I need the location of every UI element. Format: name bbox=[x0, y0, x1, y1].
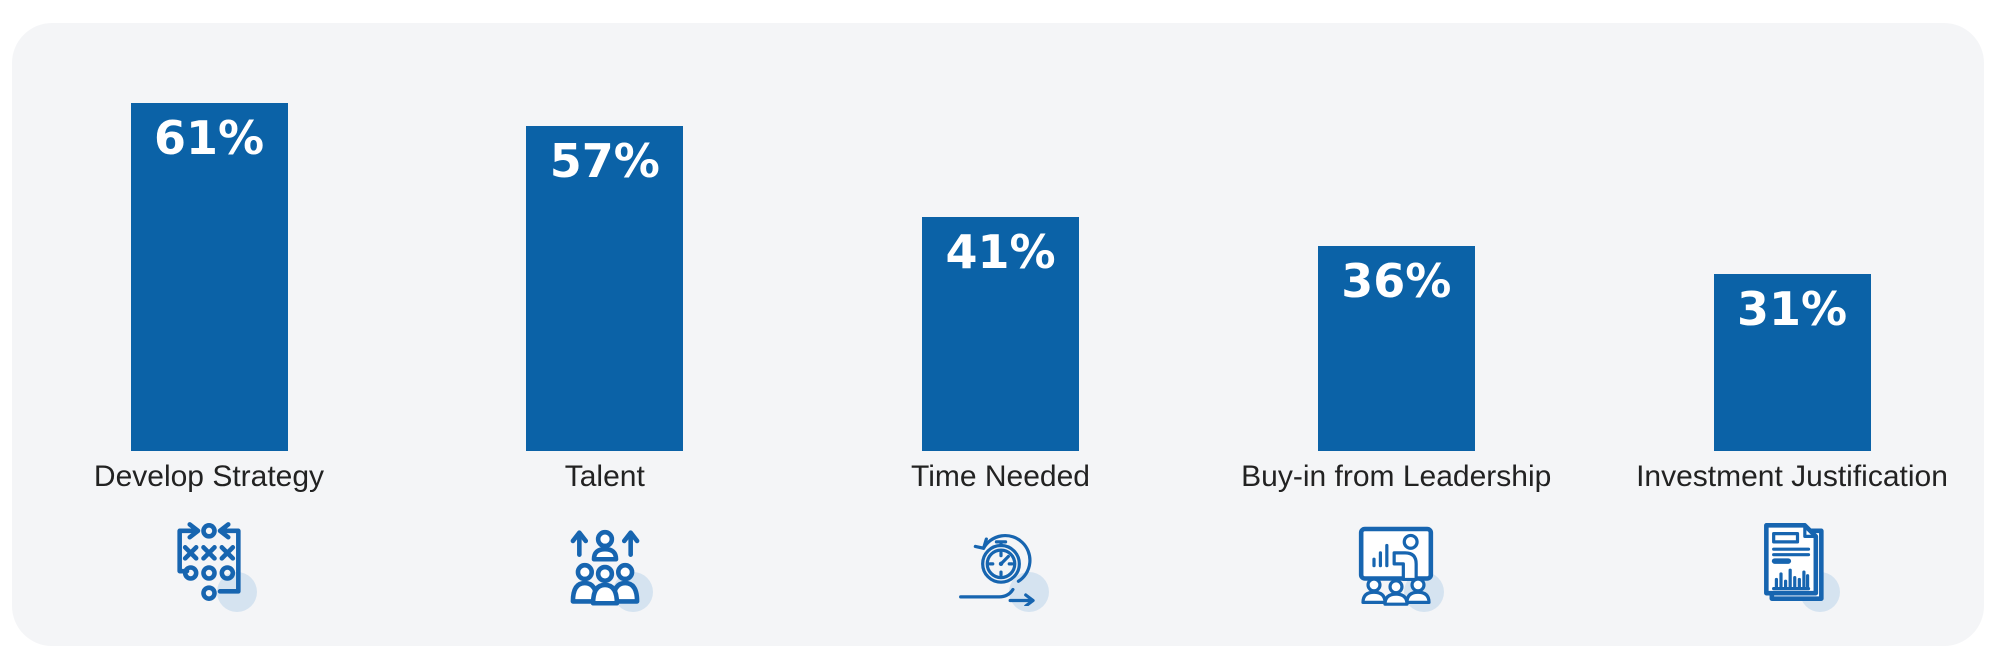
bar-value-label: 31% bbox=[1736, 282, 1848, 336]
bar-area: 61% bbox=[39, 23, 379, 451]
talent-icon bbox=[545, 514, 665, 612]
report-icon bbox=[1732, 514, 1852, 612]
bar-talent: 57% bbox=[526, 126, 684, 451]
bar-column-buy-in-from-leadership: 36% Buy-in from Leadership bbox=[1226, 23, 1566, 612]
bar-develop-strategy: 61% bbox=[130, 103, 288, 451]
strategy-icon bbox=[149, 514, 269, 612]
category-label: Buy-in from Leadership bbox=[1241, 460, 1552, 493]
bar-area: 36% bbox=[1226, 23, 1566, 451]
category-label: Talent bbox=[564, 460, 645, 493]
bar-value-label: 36% bbox=[1341, 254, 1452, 308]
bar-column-talent: 57% Talent bbox=[435, 23, 775, 612]
bar-investment-justification: 31% bbox=[1713, 274, 1871, 451]
bar-area: 57% bbox=[435, 23, 775, 451]
bar-value-label: 57% bbox=[549, 134, 660, 188]
bar-buy-in-from-leadership: 36% bbox=[1317, 246, 1475, 451]
bar-value-label: 41% bbox=[945, 225, 1056, 279]
category-label: Investment Justification bbox=[1636, 460, 1948, 493]
bar-area: 41% bbox=[831, 23, 1171, 451]
time-icon bbox=[941, 514, 1061, 612]
bar-column-investment-justification: 31% Investment Justification bbox=[1622, 23, 1962, 612]
bar-chart: 61% Develop Strategy bbox=[12, 23, 1984, 612]
category-label: Time Needed bbox=[911, 460, 1090, 493]
bar-column-develop-strategy: 61% Develop Strategy bbox=[39, 23, 379, 612]
presentation-icon bbox=[1336, 514, 1456, 612]
bar-column-time-needed: 41% Time Needed bbox=[831, 23, 1171, 612]
chart-card: 61% Develop Strategy bbox=[12, 23, 1984, 646]
bar-area: 31% bbox=[1622, 23, 1962, 451]
bar-time-needed: 41% bbox=[922, 217, 1079, 451]
bar-value-label: 61% bbox=[153, 111, 265, 165]
category-label: Develop Strategy bbox=[93, 460, 325, 493]
